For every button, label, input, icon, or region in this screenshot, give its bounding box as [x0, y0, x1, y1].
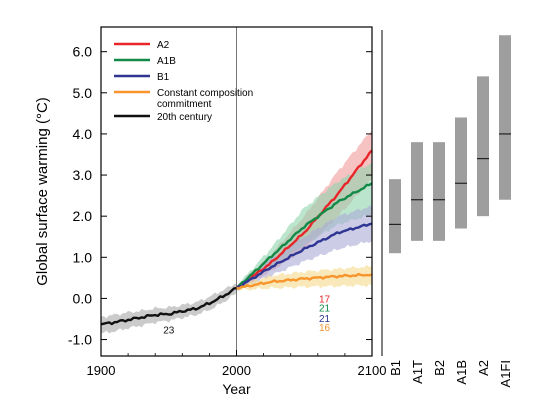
line-a2 [235, 149, 373, 289]
y-tick-label: 0.0 [73, 290, 93, 306]
scenario-range-bars: B1 A1T B2 A1B A2 A1FI [381, 30, 513, 387]
range-bar-a1t [411, 142, 423, 241]
line-a1b [235, 182, 373, 289]
legend-label: B1 [157, 72, 170, 83]
y-tick-label: 4.0 [73, 126, 93, 142]
y-tick-label: 6.0 [73, 44, 93, 60]
x-tick-label: 1900 [87, 363, 116, 378]
series-lines [100, 149, 373, 326]
range-bar-a1b [455, 117, 467, 229]
legend: A2 A1B B1 Constant composition commitment 20t… [114, 40, 253, 123]
y-tick-label: 5.0 [73, 85, 93, 101]
legend-label: A2 [157, 40, 170, 51]
scenario-label-b1: B1 [388, 360, 403, 376]
line-20th-century [100, 286, 237, 326]
line-b1 [235, 222, 373, 290]
y-tick-label: 2.0 [73, 208, 93, 224]
model-count-label: 21 [319, 303, 331, 314]
range-bar-b2 [433, 142, 445, 241]
scenario-label-a1t: A1T [410, 360, 425, 384]
scenario-label-a2: A2 [476, 360, 491, 376]
line-constant-composition-commitment [236, 272, 373, 290]
y-tick-label: -1.0 [68, 332, 92, 348]
scenario-label-b2: B2 [432, 360, 447, 376]
range-bar-b1 [389, 179, 401, 254]
range-bar-a2 [477, 76, 489, 217]
model-count-label: 16 [319, 323, 331, 334]
x-tick-label: 2100 [358, 363, 387, 378]
y-tick-label: 3.0 [73, 167, 93, 183]
x-axis: 1900 2000 2100 [87, 350, 387, 378]
x-axis-label: Year [222, 381, 251, 397]
range-bar-a1fi [499, 35, 511, 200]
y-axis: -1.0 0.0 1.0 2.0 3.0 4.0 5.0 6.0 [68, 44, 372, 348]
model-count-label: 21 [319, 314, 331, 325]
legend-label: Constant composition commitment [157, 88, 253, 110]
scenario-label-a1fi: A1FI [498, 360, 513, 387]
model-count-label: 17 [319, 294, 331, 305]
x-tick-label: 2000 [222, 363, 251, 378]
y-tick-label: 1.0 [73, 249, 93, 265]
band-20th-century [101, 283, 237, 334]
legend-label: A1B [157, 56, 176, 67]
scenario-label-a1b: A1B [454, 360, 469, 385]
y-axis-label: Global surface warming (°C) [34, 97, 51, 286]
legend-label: 20th century [157, 112, 212, 123]
model-count-label: 23 [163, 325, 175, 336]
